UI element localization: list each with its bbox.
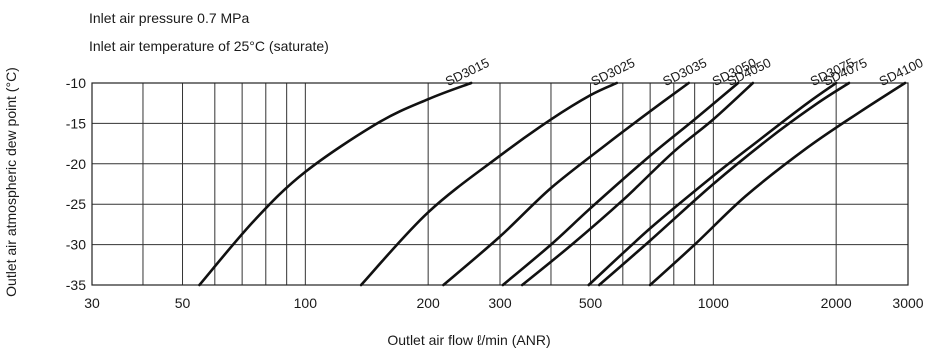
series-label-sd3035: SD3035 <box>660 55 709 89</box>
x-tick-label: 1000 <box>698 295 729 311</box>
series-line-sd3050 <box>501 81 740 287</box>
y-tick-label: -30 <box>66 237 86 253</box>
chart-labels: -10 -15 -20 -25 -30 -35 30 50 100 200 300 500 1000 20… <box>66 55 926 311</box>
y-tick-label: -10 <box>66 75 86 91</box>
x-tick-label: 3000 <box>892 295 923 311</box>
chart-curves <box>198 81 907 287</box>
chart-grid <box>91 82 909 286</box>
y-tick-label: -25 <box>66 196 86 212</box>
x-tick-label: 300 <box>488 295 512 311</box>
y-tick-label: -35 <box>66 277 86 293</box>
series-line-sd3075 <box>587 81 838 287</box>
y-tick-label: -15 <box>66 115 86 131</box>
x-tick-label: 100 <box>294 295 318 311</box>
series-line-sd3025 <box>359 81 619 287</box>
series-label-sd4100: SD4100 <box>877 55 926 89</box>
chart-note-pressure: Inlet air pressure 0.7 MPa <box>89 10 250 26</box>
series-line-sd4100 <box>648 81 907 287</box>
x-tick-label: 500 <box>579 295 603 311</box>
series-line-sd4075 <box>597 81 851 287</box>
series-line-sd4050 <box>520 81 755 287</box>
x-tick-label: 2000 <box>821 295 852 311</box>
series-line-sd3035 <box>442 81 690 287</box>
x-tick-label: 30 <box>84 295 100 311</box>
y-tick-label: -20 <box>66 156 86 172</box>
x-axis-label: Outlet air flow ℓ/min (ANR) <box>387 332 551 348</box>
chart-note-temperature: Inlet air temperature of 25°C (saturate) <box>89 38 329 54</box>
plot-frame <box>91 82 909 286</box>
x-tick-label: 200 <box>416 295 440 311</box>
x-tick-label: 50 <box>175 295 191 311</box>
series-line-sd3015 <box>198 81 473 287</box>
